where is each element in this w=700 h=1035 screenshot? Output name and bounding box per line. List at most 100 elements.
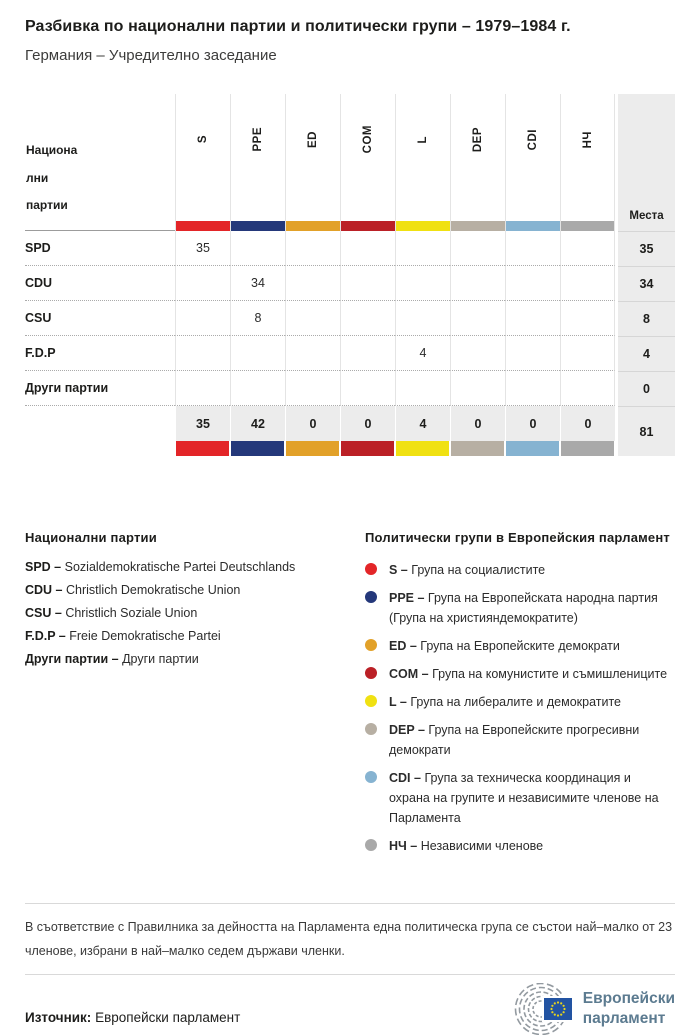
legend-item: F.D.P – Freie Demokratische Partei [25,629,355,643]
column-gap [615,301,618,336]
column-color-bar [286,221,340,231]
group-color-dot [365,667,377,679]
color-swatch [286,441,339,456]
total-seats-cell: 81 [618,406,675,456]
table-cell [505,371,560,406]
column-header-com: COM [340,94,395,231]
legend-abbr: SPD – [25,560,62,574]
legend-abbr: PPE – [389,591,425,605]
seats-cell: 0 [618,371,675,406]
legend-national-parties: Национални партии SPD – Sozialdemokratis… [25,530,365,864]
divider [25,973,675,975]
legend-name: Група на социалистите [411,563,546,577]
color-swatch [451,441,504,456]
column-label: DEP [472,126,484,153]
logo-wordmark: Европейски парламент [583,989,675,1029]
column-gap [615,371,618,406]
table-cell [450,266,505,301]
legend-abbr: DEP – [389,723,425,737]
row-header-label: Национа лни партии [25,94,175,231]
table-cell [560,336,615,371]
legend-abbr: CSU – [25,606,62,620]
total-cell: 0 [285,406,340,441]
legend-abbr: COM – [389,667,429,681]
column-gap [615,336,618,371]
column-color-bar [561,221,614,231]
legend-name: Група на комунистите и съмишлениците [432,667,668,681]
column-header-s: S [175,94,230,231]
table-cell [505,301,560,336]
legend-abbr: НЧ – [389,839,418,853]
legend-abbr: Други партии – [25,652,119,666]
table-cell [285,266,340,301]
legend-item: DEP – Група на Европейските прогресивни … [365,720,675,760]
legend-abbr: F.D.P – [25,629,66,643]
legend-name: Други партии [122,652,199,666]
column-label: НЧ [581,130,594,149]
table-cell [450,231,505,266]
table-cell [285,231,340,266]
table-cell: 35 [175,231,230,266]
seats-table: Национа лни партии S PPE ED COM L [25,94,675,456]
table-cell [560,301,615,336]
column-color-bar [451,221,505,231]
bottom-color-bar [175,441,230,456]
column-color-bar [176,221,230,231]
legend-name: Freie Demokratische Partei [69,629,221,643]
table-cell [450,336,505,371]
group-color-dot [365,563,377,575]
column-header-nch: НЧ [560,94,615,231]
page-subtitle: Германия – Учредително заседание [25,47,277,64]
legend-item: CDI – Група за техническа координация и … [365,768,675,828]
bottom-color-bar [340,441,395,456]
table-cell [175,371,230,406]
table-cell [340,336,395,371]
column-gap [615,441,618,456]
legend-text: CDI – Група за техническа координация и … [389,768,675,828]
legend-abbr: ED – [389,639,417,653]
page-title: Разбивка по национални партии и политиче… [25,18,571,35]
column-gap [615,266,618,301]
table-cell [285,371,340,406]
legend-abbr: L – [389,695,407,709]
group-color-dot [365,771,377,783]
legend-text: PPE – Група на Европейската народна парт… [389,588,675,628]
column-header-ed: ED [285,94,340,231]
column-color-bar [231,221,285,231]
table-cell [505,266,560,301]
legend-name: Независими членове [420,839,544,853]
table-cell [285,336,340,371]
column-label: PPE [252,127,264,152]
table-cell [395,231,450,266]
european-parliament-logo: Европейски парламент [511,982,675,1035]
column-color-bar [506,221,560,231]
bottom-color-bar [285,441,340,456]
legend-name: Група на Европейската народна партия (Гр… [389,591,658,625]
legend-item: Други партии – Други партии [25,652,355,666]
total-cell: 0 [505,406,560,441]
total-cell: 35 [175,406,230,441]
source-value: Европейски парламент [95,1009,241,1025]
group-color-dot [365,839,377,851]
column-color-bar [341,221,395,231]
bottom-color-bar [450,441,505,456]
legend-item: CDU – Christlich Demokratische Union [25,583,355,597]
row-label-csu: CSU [25,301,175,336]
legend-name: Група на Европейските прогресивни демокр… [389,723,640,757]
color-swatch [506,441,559,456]
seats-cell: 8 [618,301,675,336]
footnote: В съответствие с Правилника за дейността… [25,920,673,959]
legend-name: Група на Европейските демократи [420,639,620,653]
color-swatch [176,441,229,456]
legend-item: L – Група на либералите и демократите [365,692,675,712]
source-line: Източник: Европейски парламент [25,1010,240,1025]
legend-item: ED – Група на Европейските демократи [365,636,675,656]
column-gap [615,406,618,441]
table-cell [340,371,395,406]
color-swatch [561,441,614,456]
color-swatch [231,441,284,456]
seats-cell: 4 [618,336,675,371]
legend-name: Група за техническа координация и охрана… [389,771,659,825]
seats-cell: 34 [618,266,675,301]
